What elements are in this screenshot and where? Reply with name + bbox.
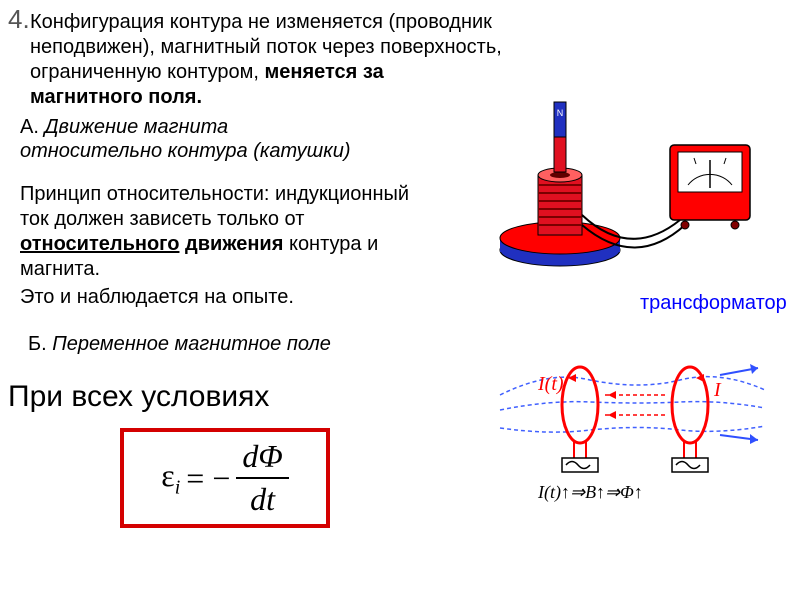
all-conditions-heading: При всех условиях [8,380,269,414]
formula-box: εi = − dΦ dt [120,428,330,528]
ac-symbol [566,462,590,469]
section-a-label: А. [20,116,39,138]
intro-bold2-mid: гнитного поля. [56,86,202,108]
load-box [672,458,708,472]
current-It-label: I(t) [537,373,564,395]
intro-bold2-prefix: ма [30,86,56,108]
flux-arrowhead [608,391,616,399]
observed-text: Это и наблюдается на опыте. [20,285,370,309]
formula-den: dt [244,479,281,518]
field-line [500,402,765,410]
topic-number: 4. [8,4,30,35]
galvanometer-terminal [681,221,689,229]
formula-lhs: ε [161,457,174,493]
current-I-label: I [713,379,722,401]
intro-bold1: меняется за [264,61,383,83]
relativity-text: Принцип относительности: индукционный то… [20,182,440,282]
relativity-bold: движения [185,233,283,255]
section-b-label: Б. [28,333,47,355]
section-a-text: Движение магнита относительно контура (к… [20,116,351,162]
galvanometer-terminal [731,221,739,229]
formula-fraction: dΦ dt [236,438,288,518]
coil-hole [550,172,570,178]
transformer-relation: I(t)↑⇒B↑⇒Φ↑ [537,482,643,503]
relativity-underline: относительного [20,233,179,255]
magnet-n-label: N [557,108,564,118]
formula-eq: = − [186,460,230,497]
ac-symbol [676,462,700,469]
flux-arrowhead [608,411,616,419]
ac-source-box [562,458,598,472]
section-b-text: Переменное магнитное поле [47,333,331,355]
formula-num: dΦ [236,438,288,479]
faraday-formula: εi = − dΦ dt [161,438,288,518]
magnet-south [554,137,566,172]
relativity-line1: Принцип относительности: индукционный то… [20,183,409,230]
transformer-label: трансформатор [640,292,790,315]
field-line [500,426,765,432]
formula-sub: i [175,476,181,498]
section-b: Б. Переменное магнитное поле [28,332,378,356]
field-arrowhead [750,364,758,374]
section-a: А. Движение магнита относительно контура… [20,115,370,163]
coil-magnet-diagram: N [470,90,770,280]
transformer-diagram: I(t) I I(t)↑⇒B↑⇒Φ↑ [490,340,790,510]
